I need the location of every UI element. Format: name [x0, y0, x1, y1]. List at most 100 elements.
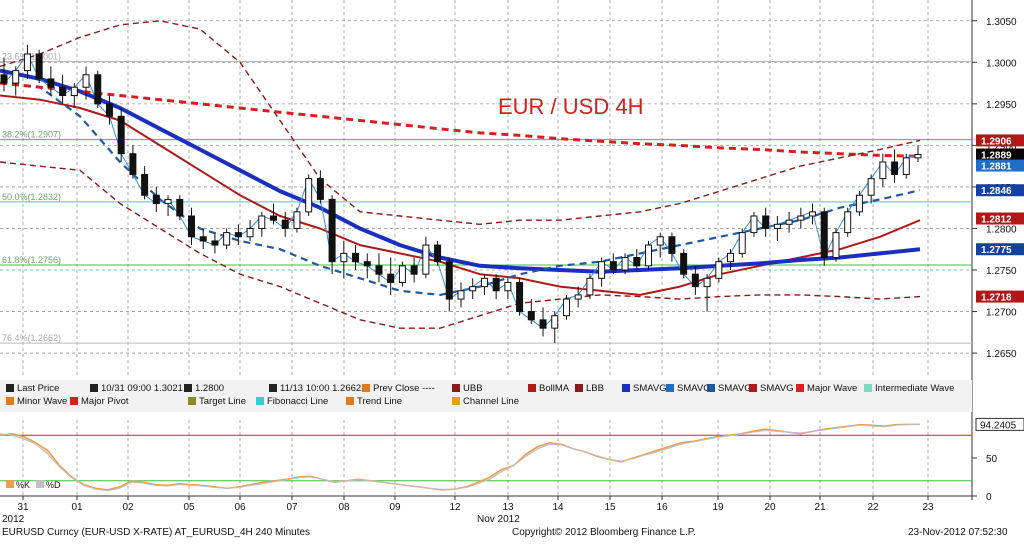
x-tick-label: 16 [656, 502, 668, 513]
candle-body [457, 290, 465, 300]
candle-body [340, 252, 348, 263]
candle-body [785, 219, 793, 225]
series-line-smavg [0, 68, 921, 274]
y-tick-label: 1.2950 [986, 100, 1017, 111]
candle-body [504, 281, 512, 292]
candle-body [47, 78, 55, 88]
x-tick-label: 22 [867, 502, 879, 513]
candle-body [223, 232, 231, 246]
legend-label: 1.2800 [195, 383, 224, 394]
candle-body [492, 277, 500, 292]
oscillator-legend-label: %K [16, 480, 30, 490]
candle-body [281, 219, 289, 229]
candle-body [0, 74, 8, 84]
x-axis-layer: 31 01 02 05 06 07 08 09 12 13 14 15 16 19 20 21 22 23 [17, 496, 934, 513]
x-axis-year-label: 2012 [2, 514, 25, 525]
legend-label: Minor Wave [17, 396, 67, 407]
price-label-text: 1.2718 [981, 293, 1012, 304]
legend-swatch [184, 384, 192, 392]
legend-swatch [666, 384, 674, 392]
candle-body [328, 198, 336, 263]
legend-swatch [749, 384, 757, 392]
y-tick-label: 1.3000 [986, 58, 1017, 69]
y-tick-label: 1.3050 [986, 17, 1017, 28]
y-tick-label: 1.2900 [986, 141, 1017, 152]
candle-body [879, 161, 887, 180]
series-layer [0, 20, 921, 329]
y-tick-label: 1.2650 [986, 349, 1017, 360]
candle-body [199, 236, 207, 242]
candle-body [187, 215, 195, 238]
candle-body [738, 232, 746, 254]
candle-body [762, 215, 770, 229]
candle-body [293, 211, 301, 229]
legend-swatch [346, 397, 354, 405]
fibonacci-label: 50.0%(1.2832) [2, 192, 61, 202]
candle-body [797, 215, 805, 221]
price-label-box [976, 159, 1024, 172]
legend-swatch [622, 384, 630, 392]
candle-body [902, 157, 910, 175]
x-tick-label: 21 [814, 502, 826, 513]
legend-label: UBB [463, 383, 483, 394]
candle-body [129, 153, 137, 175]
candle-body [246, 227, 254, 238]
candle-body [750, 215, 758, 234]
candle-body [270, 215, 278, 221]
candle-body [152, 194, 160, 205]
price-label-box [976, 243, 1024, 256]
price-label-box [976, 148, 1024, 161]
candle-body [773, 223, 781, 229]
candle-body [844, 211, 852, 234]
legend-label: 11/13 10:00 1.2662 [280, 383, 361, 394]
candle-body [715, 261, 723, 279]
legend-label: Trend Line [357, 396, 402, 407]
fibonacci-label: 38.2%(1.2907) [2, 130, 61, 140]
price-label-box [976, 212, 1024, 225]
candle-body [234, 232, 242, 238]
series-line-major-wave [0, 81, 921, 158]
candle-body [352, 252, 360, 263]
candle-body [621, 257, 629, 271]
candle-body [867, 178, 875, 196]
candle-body [387, 273, 395, 283]
price-panel [0, 0, 972, 378]
legend-label: 10/31 09:00 1.3021 [101, 383, 183, 394]
candle-body [398, 265, 406, 283]
candlestick-layer [0, 44, 922, 344]
x-tick-label: 01 [71, 502, 83, 513]
candle-body [644, 244, 652, 267]
legend-label: SMAVG [633, 383, 667, 394]
oscillator-value-label: 94.2405 [980, 420, 1017, 431]
price-label-text: 1.2812 [981, 214, 1012, 225]
candle-body [480, 277, 488, 288]
candle-body [551, 315, 559, 329]
candle-body [59, 86, 67, 97]
candle-body [633, 257, 641, 267]
legend-label: SMAVG [760, 383, 794, 394]
grid-layer [0, 0, 973, 500]
legend-label: Intermediate Wave [875, 383, 954, 394]
legend-label: BollMA [539, 383, 570, 394]
x-tick-label: 19 [712, 502, 724, 513]
candle-body [141, 173, 149, 196]
oscillator-legend-swatch [36, 480, 44, 488]
candle-body [598, 261, 606, 279]
candle-body [516, 281, 524, 313]
candle-body [809, 211, 817, 217]
x-tick-label: 05 [183, 502, 195, 513]
candle-body [258, 215, 266, 229]
candle-body [668, 236, 676, 254]
x-tick-label: 13 [502, 502, 514, 513]
candle-body [363, 261, 371, 267]
candle-body [82, 74, 90, 88]
price-label-box [976, 184, 1024, 197]
legend-label: LBB [586, 383, 604, 394]
legend-label: Major Pivot [81, 396, 129, 407]
candle-body [527, 311, 535, 321]
candle-body [316, 178, 324, 200]
oscillator-d-line [0, 423, 921, 492]
footer-right: 23-Nov-2012 07:52:30 [908, 527, 1008, 538]
